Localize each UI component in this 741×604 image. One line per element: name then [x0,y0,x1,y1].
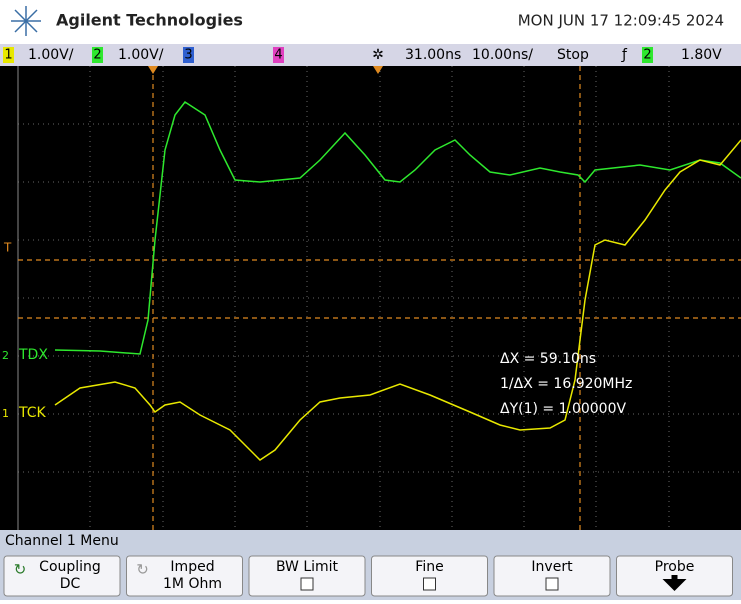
softkey[interactable] [493,555,611,597]
ch1-label: TCK [18,405,47,421]
ch2-scale: 1.00V/ [118,47,164,63]
trig-src-box [642,47,653,63]
graticule-bg [0,66,741,530]
ch1-marker: 1 [2,407,9,420]
delay-icon: ✲ [372,47,384,63]
rotate-icon: ↻ [136,561,149,579]
softkey-label: BW Limit [276,559,339,575]
ch3-num: 3 [184,48,192,63]
delay: 31.00ns [405,47,461,63]
cursors [18,66,741,530]
softkey-value: DC [60,576,81,592]
softkey-label: Coupling [39,559,101,575]
ch2-label: TDX [18,347,48,363]
ch1-scale: 1.00V/ [28,47,74,63]
timebase: 10.00ns/ [472,47,533,63]
checkbox [300,577,314,591]
softkey[interactable] [126,555,243,597]
trigger-marker: T [3,241,12,255]
brand: Agilent Technologies [56,11,243,30]
trigger-source: 2 [643,48,651,63]
softkey-label: Invert [531,559,573,575]
ch2-box [92,47,103,63]
logo [11,6,41,36]
ch4-num: 4 [274,48,282,63]
ch3-box [183,47,194,63]
ch1-waveform [54,139,741,461]
softkey-label: Fine [415,559,443,575]
trigger-slope: ƒ [621,47,628,63]
measurement: 1/ΔX = 16.920MHz [500,376,632,392]
trigger-level: 1.80V [681,47,722,63]
graticule [18,66,741,530]
measurement: ΔX = 59.10ns [500,351,596,367]
rotate-icon: ↻ [14,561,27,579]
ch1-box [3,47,14,63]
header-bg [0,0,741,44]
ch1-num: 1 [4,48,12,63]
softkey-value: 1M Ohm [163,576,222,592]
down-arrow [662,575,687,591]
ch2-num: 2 [93,48,101,63]
measurement: ΔY(1) = 1.00000V [500,401,626,417]
checkbox [423,577,436,591]
softkey[interactable] [248,555,366,597]
softkey[interactable] [3,555,121,597]
run-state: Stop [557,47,589,63]
ch4-box [273,47,284,63]
ch2-marker: 2 [2,349,9,362]
status-bar [0,44,741,66]
softkey-label: Imped [170,559,214,575]
menu-title: Channel 1 Menu [5,533,119,549]
datetime: MON JUN 17 12:09:45 2024 [518,12,724,30]
ch2-waveform [54,100,741,355]
softkey[interactable] [371,555,488,597]
softkey-label: Probe [655,559,695,575]
checkbox [545,577,559,591]
